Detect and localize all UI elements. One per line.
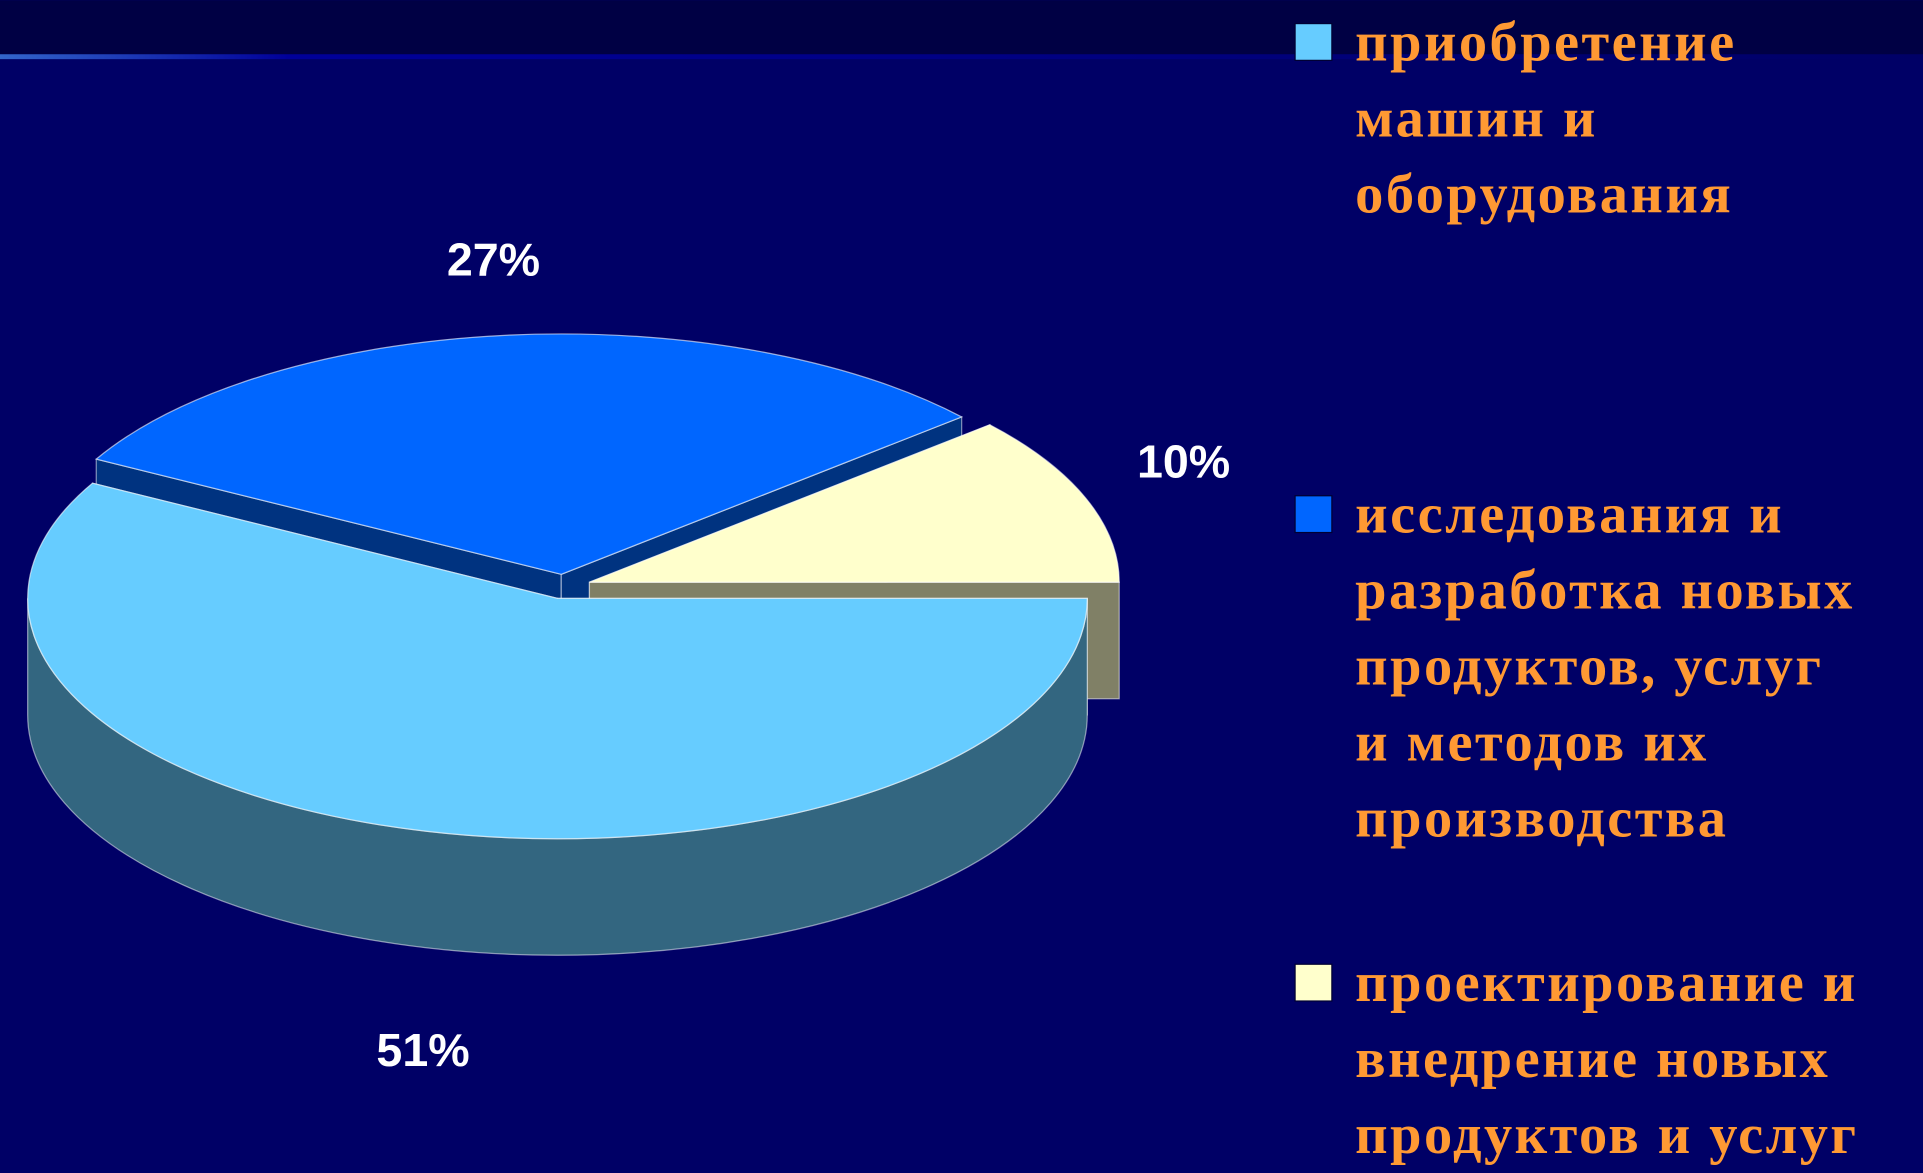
pie-slice: [27, 482, 1088, 956]
legend: приобретение машин и оборудования исследова…: [1294, 11, 1858, 1166]
legend-label: исследования и разработка новых продуктов,…: [1355, 484, 1855, 850]
slice-top: [94, 333, 964, 575]
data-label: 10%: [1137, 435, 1230, 487]
legend-label: проектирование и внедрение новых продуктов…: [1355, 952, 1858, 1166]
slice-top: [27, 482, 1088, 840]
header-rule: [0, 54, 1923, 60]
pie: [27, 333, 1120, 956]
legend-swatch: [1294, 963, 1333, 1002]
legend-swatch: [1294, 495, 1333, 534]
slice-top: [589, 424, 1120, 583]
data-label: 27%: [447, 234, 540, 286]
legend-swatch: [1294, 22, 1333, 61]
data-label: 51%: [376, 1024, 469, 1076]
header-band: [0, 0, 1923, 57]
legend-label: приобретение машин и оборудования: [1355, 11, 1736, 225]
